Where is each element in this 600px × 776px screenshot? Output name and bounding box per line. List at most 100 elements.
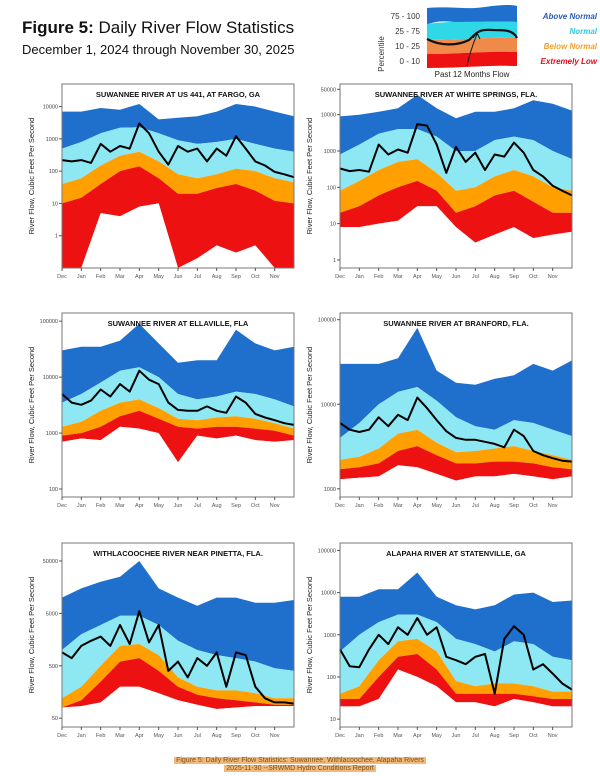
legend-label-1: Normal: [569, 27, 597, 36]
flow-line: [61, 610, 295, 705]
x-tick-label: Sep: [231, 503, 241, 509]
x-tick-label: Feb: [374, 503, 383, 509]
x-tick-label: Jun: [174, 274, 183, 280]
band-extremely-low: [62, 410, 294, 463]
legend-range-2: 10 - 25: [395, 42, 420, 51]
band-below-normal: [340, 638, 572, 699]
x-tick-label: Sep: [509, 733, 519, 739]
x-tick-label: Aug: [490, 503, 500, 509]
x-tick-label: Sep: [509, 503, 519, 509]
band-below-minimum: [62, 426, 294, 497]
band-below-minimum: [62, 203, 294, 268]
band-normal: [62, 127, 294, 184]
legend-band-above-normal: [427, 5, 517, 24]
x-tick-label: May: [153, 274, 164, 280]
chart-ellaville: SUWANNEE RIVER AT ELLAVILLE, FLA 100 1000 1…: [0, 307, 300, 537]
figure-title-text: Daily River Flow Statistics: [98, 18, 295, 37]
band-below-normal: [62, 644, 294, 708]
legend-flow-line-sample: [426, 28, 518, 46]
band-below-minimum: [340, 206, 572, 268]
x-tick-label: Nov: [270, 733, 280, 739]
figure-caption: Figure 5: Daily River Flow Statistics: S…: [0, 757, 600, 773]
x-tick-label: Apr: [413, 503, 422, 509]
x-tick-label: Nov: [548, 733, 558, 739]
band-above-normal: [62, 104, 294, 152]
y-tick-label: 100: [49, 487, 58, 493]
flow-line: [339, 617, 573, 695]
band-below-minimum: [340, 465, 572, 497]
legend-range-3: 0 - 10: [400, 57, 421, 66]
y-tick-label: 100000: [40, 319, 58, 325]
x-tick-label: May: [431, 503, 442, 509]
flow-line: [61, 122, 295, 179]
y-tick-label: 1: [55, 234, 58, 240]
x-tick-label: Apr: [413, 733, 422, 739]
x-tick-label: Sep: [231, 274, 241, 280]
band-normal: [340, 387, 572, 460]
y-tick-label: 100: [327, 185, 336, 191]
x-tick-label: May: [153, 503, 164, 509]
legend-flow-label: Past 12 Months Flow: [435, 70, 510, 79]
band-below-minimum: [62, 686, 294, 727]
legend-range-0: 75 - 100: [391, 12, 421, 21]
x-tick-label: Jan: [77, 274, 86, 280]
x-tick-label: Jan: [77, 733, 86, 739]
y-tick-label: 1000: [46, 431, 58, 437]
x-tick-label: Nov: [548, 274, 558, 280]
x-tick-label: Mar: [115, 274, 125, 280]
legend-band-normal: [427, 21, 517, 40]
y-tick-label: 1000: [324, 149, 336, 155]
flow-line: [339, 123, 573, 197]
x-tick-label: Jan: [355, 274, 364, 280]
x-tick-label: Aug: [212, 503, 222, 509]
y-tick-label: 10: [330, 717, 336, 723]
x-tick-label: Oct: [529, 733, 538, 739]
x-tick-label: Jul: [472, 274, 479, 280]
legend-range-1: 25 - 75: [395, 27, 420, 36]
chart-title: SUWANNEE RIVER AT ELLAVILLE, FLA: [108, 319, 249, 328]
y-tick-label: 1000: [46, 137, 58, 143]
x-tick-label: Sep: [231, 733, 241, 739]
x-tick-label: Mar: [393, 503, 403, 509]
y-tick-label: 50000: [43, 559, 58, 565]
x-tick-label: Aug: [490, 274, 500, 280]
legend-label-0: Above Normal: [542, 12, 598, 21]
y-axis-label: River Flow, Cubic Feet Per Second: [27, 577, 36, 694]
band-normal: [62, 367, 294, 429]
band-above-normal: [62, 561, 294, 671]
band-extremely-low: [62, 166, 294, 268]
chart-title: SUWANNEE RIVER AT WHITE SPRINGS, FLA.: [375, 90, 538, 99]
band-normal: [340, 129, 572, 191]
x-tick-label: May: [153, 733, 164, 739]
x-tick-label: Dec: [335, 733, 345, 739]
chart-title: WITHLACOOCHEE RIVER NEAR PINETTA, FLA.: [93, 549, 263, 558]
x-tick-label: Dec: [335, 503, 345, 509]
x-tick-label: Jul: [194, 274, 201, 280]
x-tick-label: Jan: [355, 503, 364, 509]
band-below-normal: [340, 159, 572, 213]
y-tick-label: 100: [327, 675, 336, 681]
chart-title: SUWANNEE RIVER AT BRANFORD, FLA.: [383, 319, 528, 328]
x-tick-label: Dec: [57, 733, 67, 739]
x-tick-label: Dec: [335, 274, 345, 280]
band-extremely-low: [340, 180, 572, 243]
x-tick-label: Apr: [413, 274, 422, 280]
x-tick-label: Jun: [174, 733, 183, 739]
band-below-normal: [340, 429, 572, 470]
legend: Percentile 75 - 100 Above Normal 25 - 75 No…: [377, 5, 598, 79]
x-tick-label: Aug: [212, 733, 222, 739]
x-tick-label: Nov: [270, 274, 280, 280]
band-extremely-low: [340, 446, 572, 481]
x-tick-label: Feb: [374, 274, 383, 280]
chart-pinetta: WITHLACOOCHEE RIVER NEAR PINETTA, FLA. 50…: [0, 537, 300, 767]
band-above-normal: [340, 572, 572, 661]
legend-label-3: Extremely Low: [541, 57, 598, 66]
x-tick-label: Nov: [270, 503, 280, 509]
chart-statenville: ALAPAHA RIVER AT STATENVILLE, GA 10 100 100…: [300, 537, 600, 767]
x-tick-label: Apr: [135, 274, 144, 280]
y-tick-label: 100000: [318, 548, 336, 554]
x-tick-label: Aug: [490, 733, 500, 739]
y-tick-label: 1000: [324, 633, 336, 639]
legend-axis-label: Percentile: [377, 36, 386, 72]
x-tick-label: Oct: [251, 503, 260, 509]
